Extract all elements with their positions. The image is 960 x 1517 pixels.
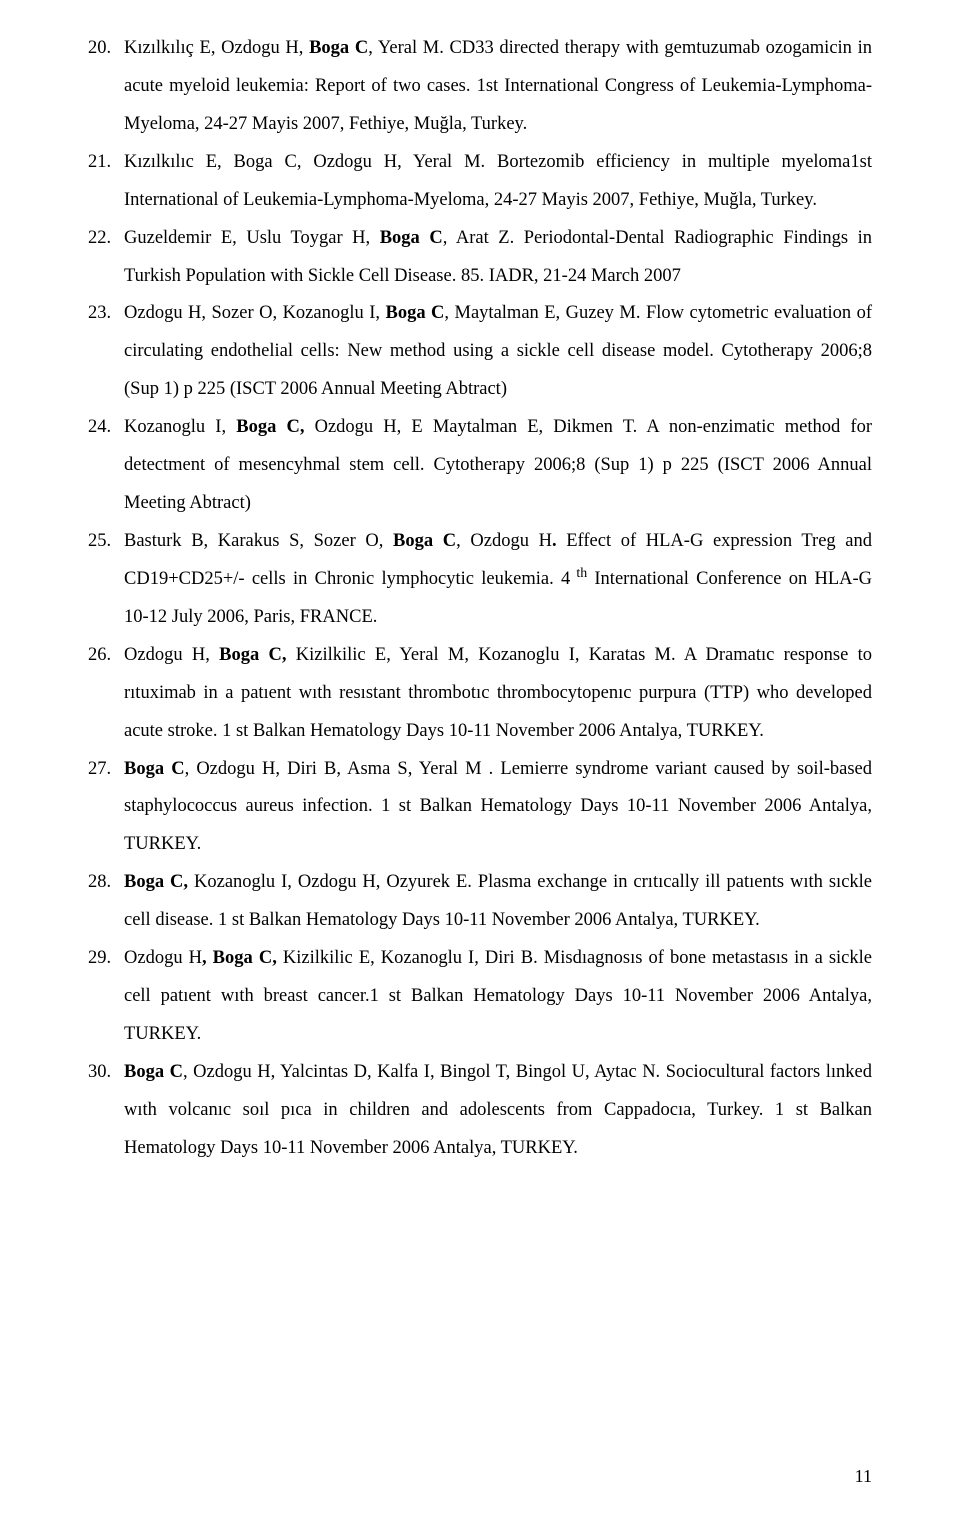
reference-item: 26. Ozdogu H, Boga C, Kizilkilic E, Yeral…	[88, 637, 872, 751]
reference-number: 21.	[88, 144, 111, 182]
bold-segment: Boga C	[309, 38, 368, 58]
bold-segment: Boga C	[393, 531, 456, 551]
reference-text: Kızılkılıc E, Boga C, Ozdogu H, Yeral M.…	[124, 152, 872, 210]
reference-number: 26.	[88, 637, 111, 675]
bold-segment: Boga C	[124, 1062, 183, 1082]
reference-text: Boga C, Ozdogu H, Yalcintas D, Kalfa I, …	[124, 1062, 872, 1158]
text-segment: , Ozdogu H, Yalcintas D, Kalfa I, Bingol…	[124, 1062, 872, 1158]
reference-number: 25.	[88, 523, 111, 561]
reference-number: 23.	[88, 295, 111, 333]
reference-text: Basturk B, Karakus S, Sozer O, Boga C, O…	[124, 531, 872, 627]
reference-text: Ozdogu H, Boga C, Kizilkilic E, Kozanogl…	[124, 948, 872, 1044]
reference-text: Kozanoglu I, Boga C, Ozdogu H, E Maytalm…	[124, 417, 872, 513]
text-segment: Basturk B, Karakus S, Sozer O,	[124, 531, 393, 551]
superscript-segment: th	[570, 566, 587, 581]
reference-number: 20.	[88, 30, 111, 68]
reference-item: 22. Guzeldemir E, Uslu Toygar H, Boga C, …	[88, 220, 872, 296]
text-segment: Kızılkılıç E, Ozdogu H,	[124, 38, 309, 58]
bold-segment: Boga C,	[124, 872, 188, 892]
bold-segment: Boga C	[124, 759, 185, 779]
reference-item: 25. Basturk B, Karakus S, Sozer O, Boga C…	[88, 523, 872, 637]
text-segment: , Ozdogu H	[456, 531, 552, 551]
reference-text: Guzeldemir E, Uslu Toygar H, Boga C, Ara…	[124, 228, 872, 286]
text-segment: Guzeldemir E, Uslu Toygar H,	[124, 228, 380, 248]
reference-item: 27. Boga C, Ozdogu H, Diri B, Asma S, Yer…	[88, 751, 872, 865]
reference-item: 28. Boga C, Kozanoglu I, Ozdogu H, Ozyure…	[88, 864, 872, 940]
bold-segment: Boga C	[385, 303, 444, 323]
text-segment: Kızılkılıc E, Boga C, Ozdogu H, Yeral M.…	[124, 152, 872, 210]
reference-number: 29.	[88, 940, 111, 978]
reference-list: 20. Kızılkılıç E, Ozdogu H, Boga C, Yeral…	[88, 30, 872, 1168]
text-segment: Ozdogu H,	[124, 645, 219, 665]
text-segment: Kozanoglu I, Ozdogu H, Ozyurek E. Plasma…	[124, 872, 872, 930]
reference-text: Ozdogu H, Boga C, Kizilkilic E, Yeral M,…	[124, 645, 872, 741]
text-segment: , Ozdogu H, Diri B, Asma S, Yeral M . Le…	[124, 759, 872, 855]
reference-item: 23. Ozdogu H, Sozer O, Kozanoglu I, Boga …	[88, 295, 872, 409]
reference-item: 20. Kızılkılıç E, Ozdogu H, Boga C, Yeral…	[88, 30, 872, 144]
text-segment: Ozdogu H	[124, 948, 202, 968]
bold-segment: Boga C,	[236, 417, 304, 437]
reference-item: 29. Ozdogu H, Boga C, Kizilkilic E, Kozan…	[88, 940, 872, 1054]
reference-text: Kızılkılıç E, Ozdogu H, Boga C, Yeral M.…	[124, 38, 872, 134]
reference-number: 28.	[88, 864, 111, 902]
reference-text: Ozdogu H, Sozer O, Kozanoglu I, Boga C, …	[124, 303, 872, 399]
reference-item: 21. Kızılkılıc E, Boga C, Ozdogu H, Yeral…	[88, 144, 872, 220]
reference-number: 24.	[88, 409, 111, 447]
reference-number: 22.	[88, 220, 111, 258]
reference-text: Boga C, Ozdogu H, Diri B, Asma S, Yeral …	[124, 759, 872, 855]
reference-text: Boga C, Kozanoglu I, Ozdogu H, Ozyurek E…	[124, 872, 872, 930]
reference-item: 30. Boga C, Ozdogu H, Yalcintas D, Kalfa …	[88, 1054, 872, 1168]
bold-segment: , Boga C,	[202, 948, 277, 968]
reference-item: 24. Kozanoglu I, Boga C, Ozdogu H, E Mayt…	[88, 409, 872, 523]
reference-number: 27.	[88, 751, 111, 789]
page-number: 11	[855, 1458, 872, 1495]
bold-segment: Boga C,	[219, 645, 286, 665]
text-segment: Kozanoglu I,	[124, 417, 236, 437]
text-segment: Ozdogu H, Sozer O, Kozanoglu I,	[124, 303, 385, 323]
reference-number: 30.	[88, 1054, 111, 1092]
bold-segment: Boga C	[380, 228, 443, 248]
